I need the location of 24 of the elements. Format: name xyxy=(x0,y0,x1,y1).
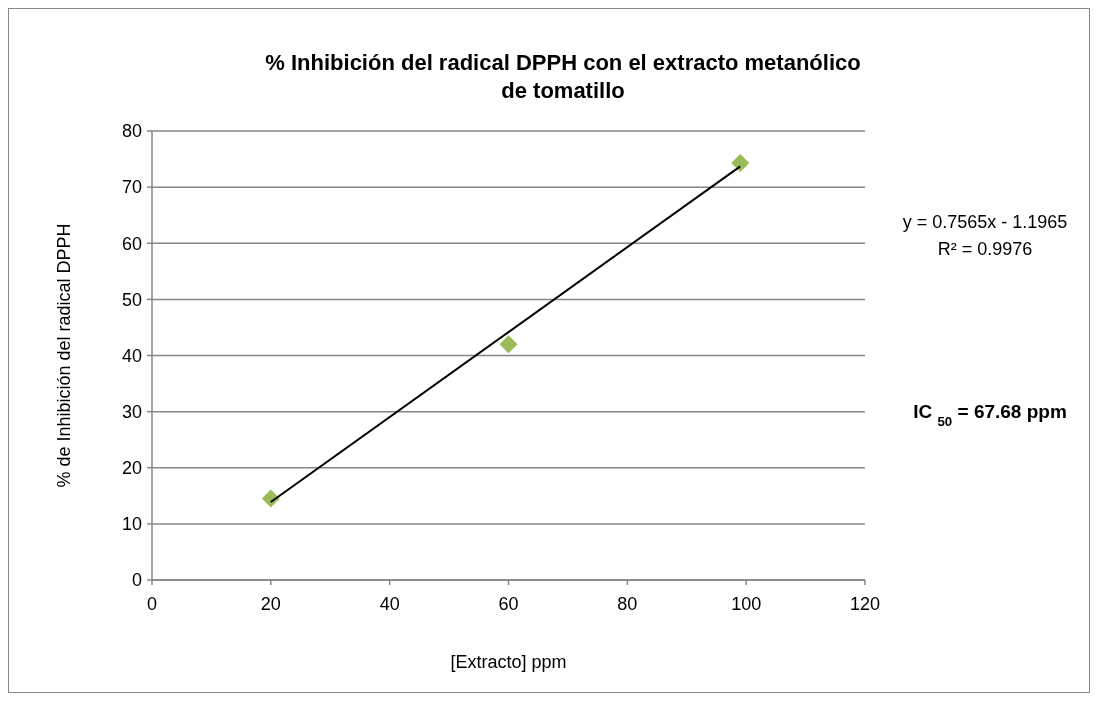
y-tick-label: 80 xyxy=(121,121,142,142)
y-tick-label: 0 xyxy=(131,570,142,591)
point xyxy=(731,153,750,172)
y-axis-title: % de Inhibición del radical DPPH xyxy=(54,223,74,488)
x-tick-label: 120 xyxy=(849,594,881,614)
x-axis-title: [Extracto] ppm xyxy=(450,652,567,672)
y-tick-label: 70 xyxy=(121,177,142,198)
text: R² = 0.9976 xyxy=(937,239,1033,259)
y-tick-label: 40 xyxy=(121,345,142,366)
chart-title: % Inhibición del radical DPPH con el extracto metanólico de tomatillo xyxy=(265,50,861,103)
y-tick-label: 30 xyxy=(121,401,142,422)
x-tick-label: 0 xyxy=(146,594,158,614)
x-tick-label: 100 xyxy=(731,594,762,614)
x-tick-label: 60 xyxy=(498,594,519,614)
text: IC $_{50}$ = 67.68 ppm xyxy=(913,401,1067,429)
y-tick-label: 50 xyxy=(121,289,142,310)
y-tick-label: 60 xyxy=(121,233,142,254)
x-tick-label: 80 xyxy=(617,594,638,614)
x-tick-label: 20 xyxy=(260,594,281,614)
x-tick-label: 40 xyxy=(379,594,400,614)
text: y = 0.7565x - 1.1965 xyxy=(902,212,1068,232)
y-tick-label: 10 xyxy=(121,514,142,535)
y-tick-label: 20 xyxy=(121,458,142,479)
point xyxy=(499,335,518,354)
